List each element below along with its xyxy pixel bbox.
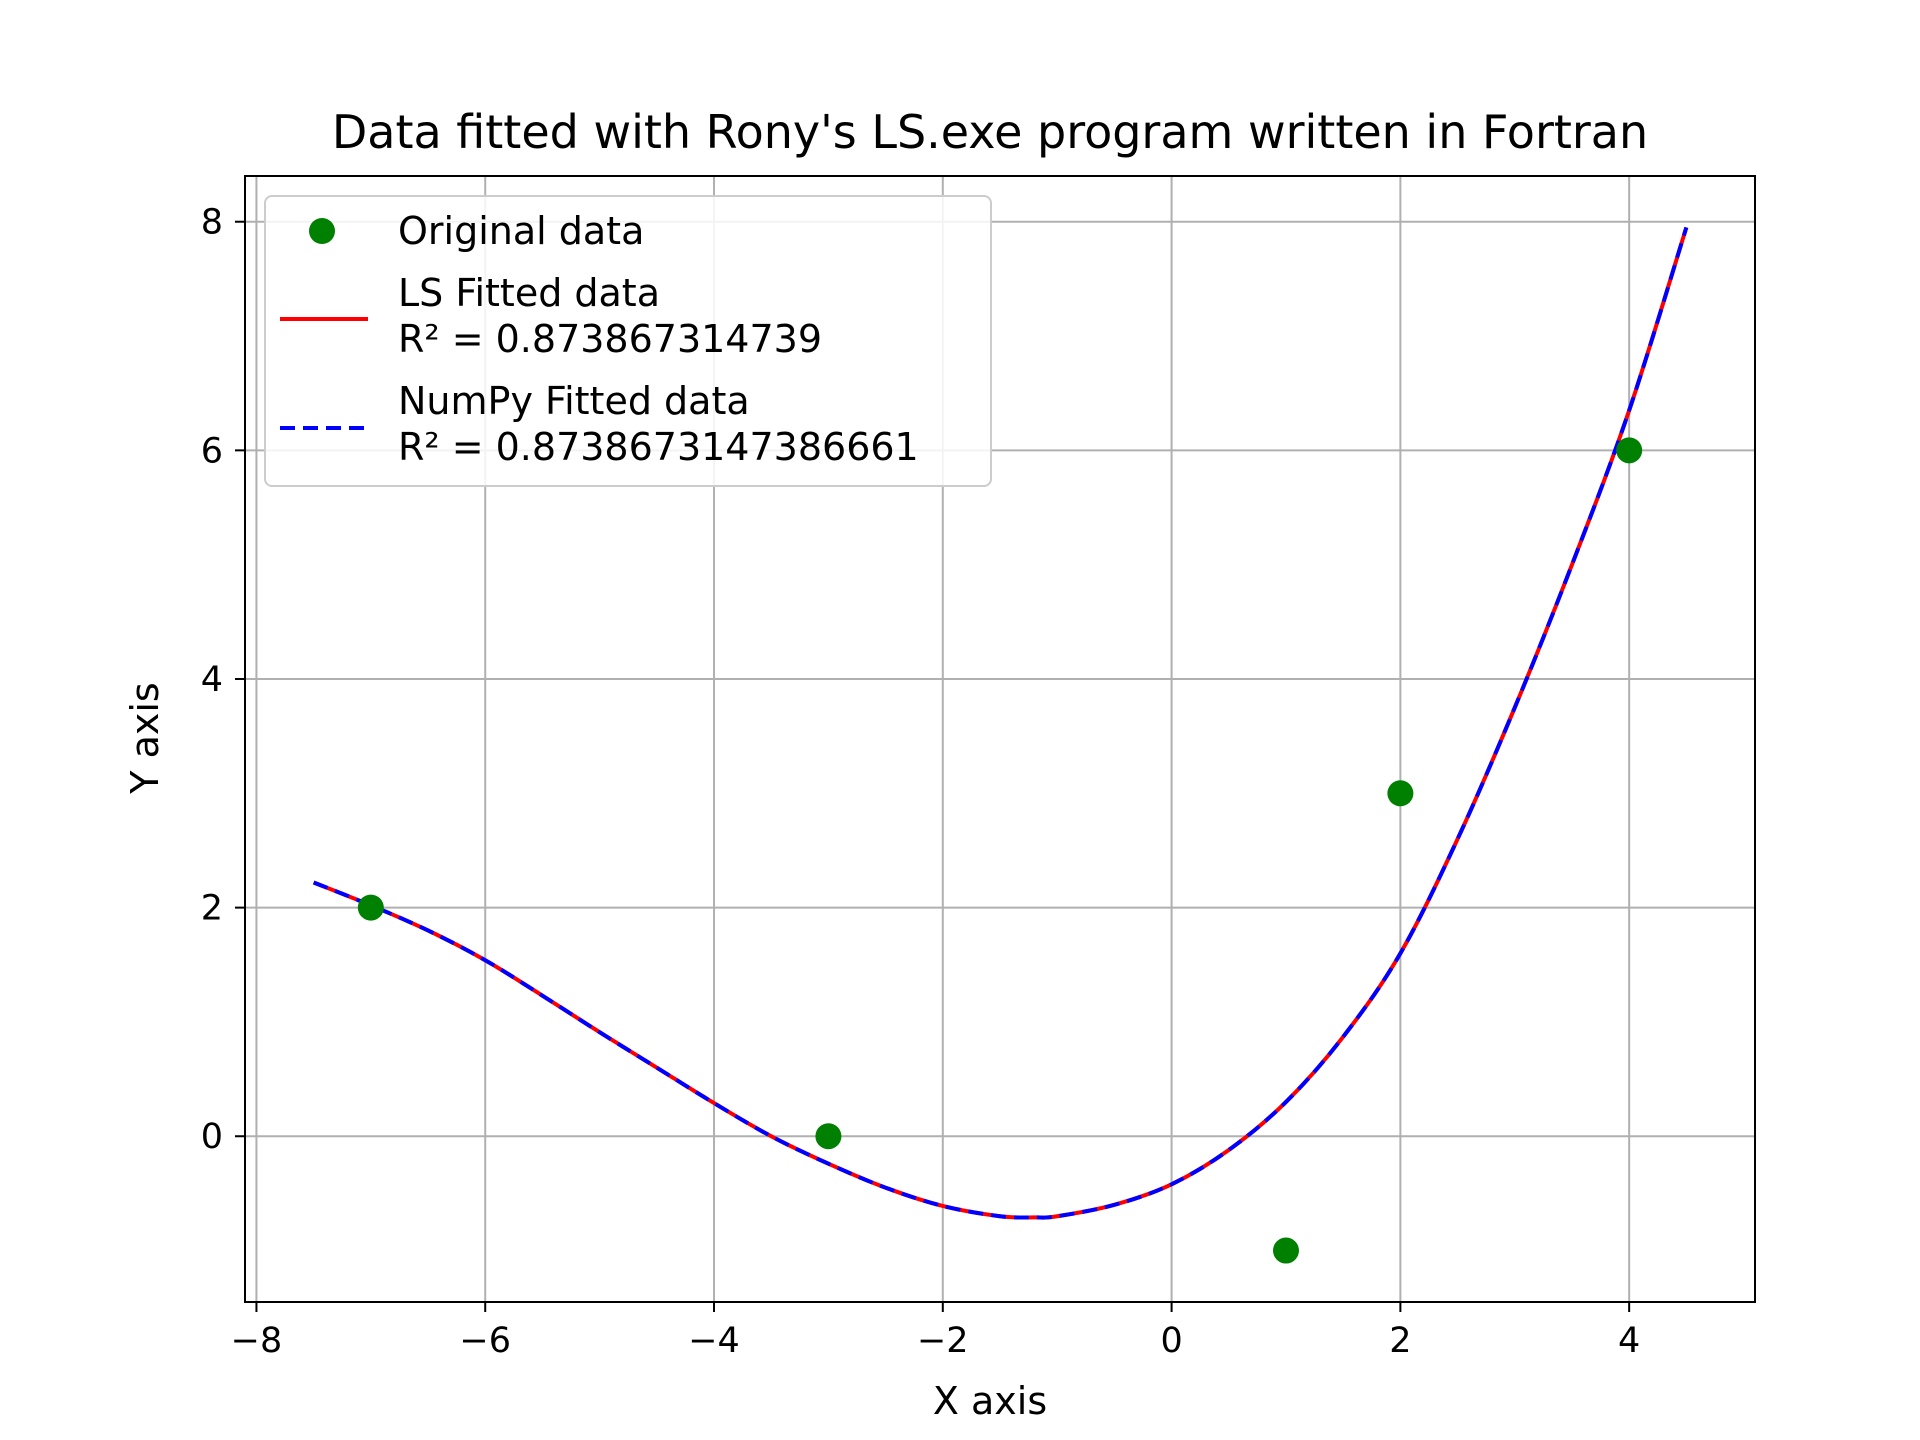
- x-tick-label: 4: [1618, 1321, 1640, 1361]
- legend: Original data LS Fitted data R² = 0.8738…: [264, 195, 992, 487]
- x-axis-label: X axis: [933, 1379, 1047, 1423]
- legend-marker-original-data: [309, 218, 335, 244]
- axis-ticks: −8 −6 −4 −2 0 2 4 0 2 4 6 8: [201, 203, 1641, 1361]
- original-data-point: [1616, 437, 1643, 464]
- original-data-point: [1272, 1237, 1299, 1264]
- legend-label-numpy-r2: R² = 0.8738673147386661: [398, 425, 919, 469]
- y-tick-label: 2: [201, 889, 223, 929]
- plot-frame: [244, 175, 1756, 1303]
- y-tick-label: 8: [201, 203, 223, 243]
- x-tick-label: −2: [917, 1321, 969, 1361]
- legend-label-ls-r2: R² = 0.873867314739: [398, 317, 822, 361]
- x-tick-label: 2: [1389, 1321, 1411, 1361]
- legend-label-original-data: Original data: [398, 209, 644, 253]
- original-data-point: [357, 894, 384, 921]
- original-data-point: [815, 1123, 842, 1150]
- y-tick-label: 0: [201, 1117, 223, 1157]
- original-data-point: [1387, 780, 1414, 807]
- x-tick-label: 0: [1160, 1321, 1182, 1361]
- legend-label-ls-fitted: LS Fitted data: [398, 271, 660, 315]
- plot-series: [312, 226, 1689, 1264]
- y-axis-label: Y axis: [123, 682, 167, 794]
- x-tick-label: −8: [231, 1321, 283, 1361]
- y-tick-label: 6: [201, 431, 223, 471]
- x-tick-label: −4: [688, 1321, 740, 1361]
- x-tick-label: −6: [459, 1321, 511, 1361]
- numpy-fitted-line: [312, 226, 1689, 1220]
- legend-box: [264, 195, 992, 487]
- chart-title: Data fitted with Rony's LS.exe program w…: [332, 105, 1648, 159]
- y-tick-label: 4: [201, 660, 223, 700]
- legend-label-numpy-fitted: NumPy Fitted data: [398, 379, 750, 423]
